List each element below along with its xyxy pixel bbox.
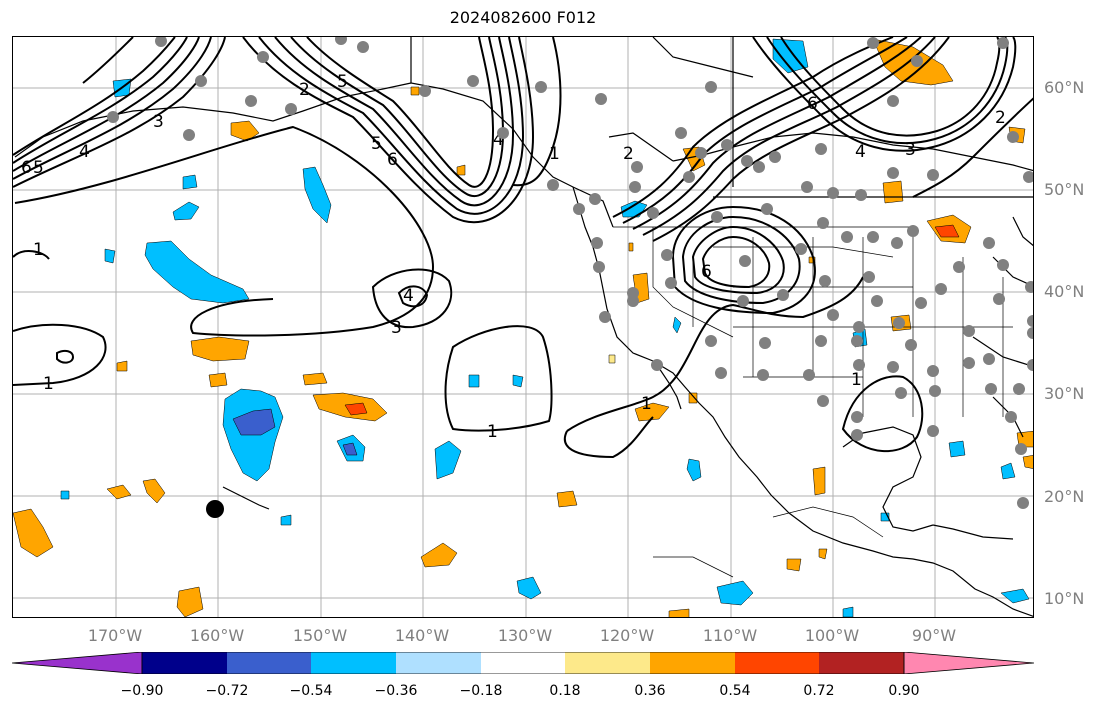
colorbar — [12, 652, 1034, 674]
contour-label: 4 — [403, 286, 414, 306]
contour-label: 6 — [807, 94, 818, 114]
lat-label-30n: 30°N — [1044, 384, 1085, 403]
contour-label: 4 — [79, 142, 90, 162]
lon-label-100w: 100°W — [804, 626, 860, 645]
map-title: 2024082600 F012 — [449, 8, 597, 27]
colorbar-bin — [819, 652, 904, 674]
lat-label-20n: 20°N — [1044, 487, 1085, 506]
contour-label: 2 — [299, 80, 310, 100]
contour-label: 3 — [153, 112, 164, 132]
colorbar-bin — [396, 652, 481, 674]
contour-labels: 1 1 1 1 1 1 2 2 2 3 3 3 4 4 4 5 5 6 6 6 … — [21, 72, 1006, 442]
contour-label: 5 — [33, 158, 44, 178]
lat-label-10n: 10°N — [1044, 589, 1085, 608]
colorbar-right-extension — [903, 652, 1034, 674]
highlight-marker — [206, 500, 224, 518]
colorbar-tick: −0.72 — [205, 683, 249, 699]
contour-label: 1 — [851, 370, 862, 390]
lat-label-60n: 60°N — [1044, 78, 1085, 97]
map-panel[interactable]: 1 1 1 1 1 1 2 2 2 3 3 3 4 4 4 5 5 6 6 6 … — [12, 36, 1034, 618]
colorbar-tick: −0.90 — [120, 683, 164, 699]
contour-label: 3 — [391, 318, 402, 338]
contour-label: 6 — [701, 262, 712, 282]
contour-label: 6 — [21, 158, 32, 178]
contour-label: 5 — [371, 134, 382, 154]
colorbar-left-extension — [12, 652, 143, 674]
colorbar-bin — [142, 652, 227, 674]
colorbar-tick: 0.54 — [719, 683, 751, 699]
colorbar-bin — [311, 652, 396, 674]
colorbar-tick: −0.36 — [374, 683, 418, 699]
lon-label-120w: 120°W — [599, 626, 655, 645]
colorbar-bin — [227, 652, 311, 674]
contour-label: 3 — [905, 140, 916, 160]
contour-label: 1 — [33, 240, 44, 260]
contour-label: 4 — [493, 130, 504, 150]
lon-label-160w: 160°W — [189, 626, 245, 645]
contour-label: 2 — [995, 108, 1006, 128]
lat-label-50n: 50°N — [1044, 180, 1085, 199]
lon-label-150w: 150°W — [292, 626, 348, 645]
colorbar-tick: 0.36 — [634, 683, 666, 699]
lon-label-140w: 140°W — [394, 626, 450, 645]
colorbar-tick: 0.18 — [549, 683, 581, 699]
colorbar-tick: 0.90 — [888, 683, 920, 699]
contour-label: 1 — [487, 422, 498, 442]
lon-label-170w: 170°W — [87, 626, 143, 645]
station-markers — [107, 37, 1033, 509]
colorbar-tick: −0.18 — [459, 683, 503, 699]
colorbar-bin — [565, 652, 650, 674]
contour-lines — [13, 37, 1033, 459]
contour-label: 5 — [337, 72, 348, 92]
lat-label-40n: 40°N — [1044, 282, 1085, 301]
lon-label-90w: 90°W — [911, 626, 957, 645]
contour-label: 4 — [855, 142, 866, 162]
colorbar-bin — [650, 652, 735, 674]
lon-label-130w: 130°W — [497, 626, 553, 645]
colorbar-tick: 0.72 — [803, 683, 835, 699]
lon-label-110w: 110°W — [702, 626, 758, 645]
colorbar-tick: −0.54 — [289, 683, 333, 699]
colorbar-bin — [735, 652, 819, 674]
contour-label: 1 — [43, 374, 54, 394]
colorbar-bin — [481, 652, 565, 674]
contour-label: 2 — [623, 144, 634, 164]
coastlines — [14, 37, 1033, 617]
contour-label: 1 — [549, 144, 560, 164]
contour-label: 1 — [641, 394, 652, 414]
contour-label: 6 — [387, 150, 398, 170]
map-svg: 1 1 1 1 1 1 2 2 2 3 3 3 4 4 4 5 5 6 6 6 … — [13, 37, 1033, 617]
